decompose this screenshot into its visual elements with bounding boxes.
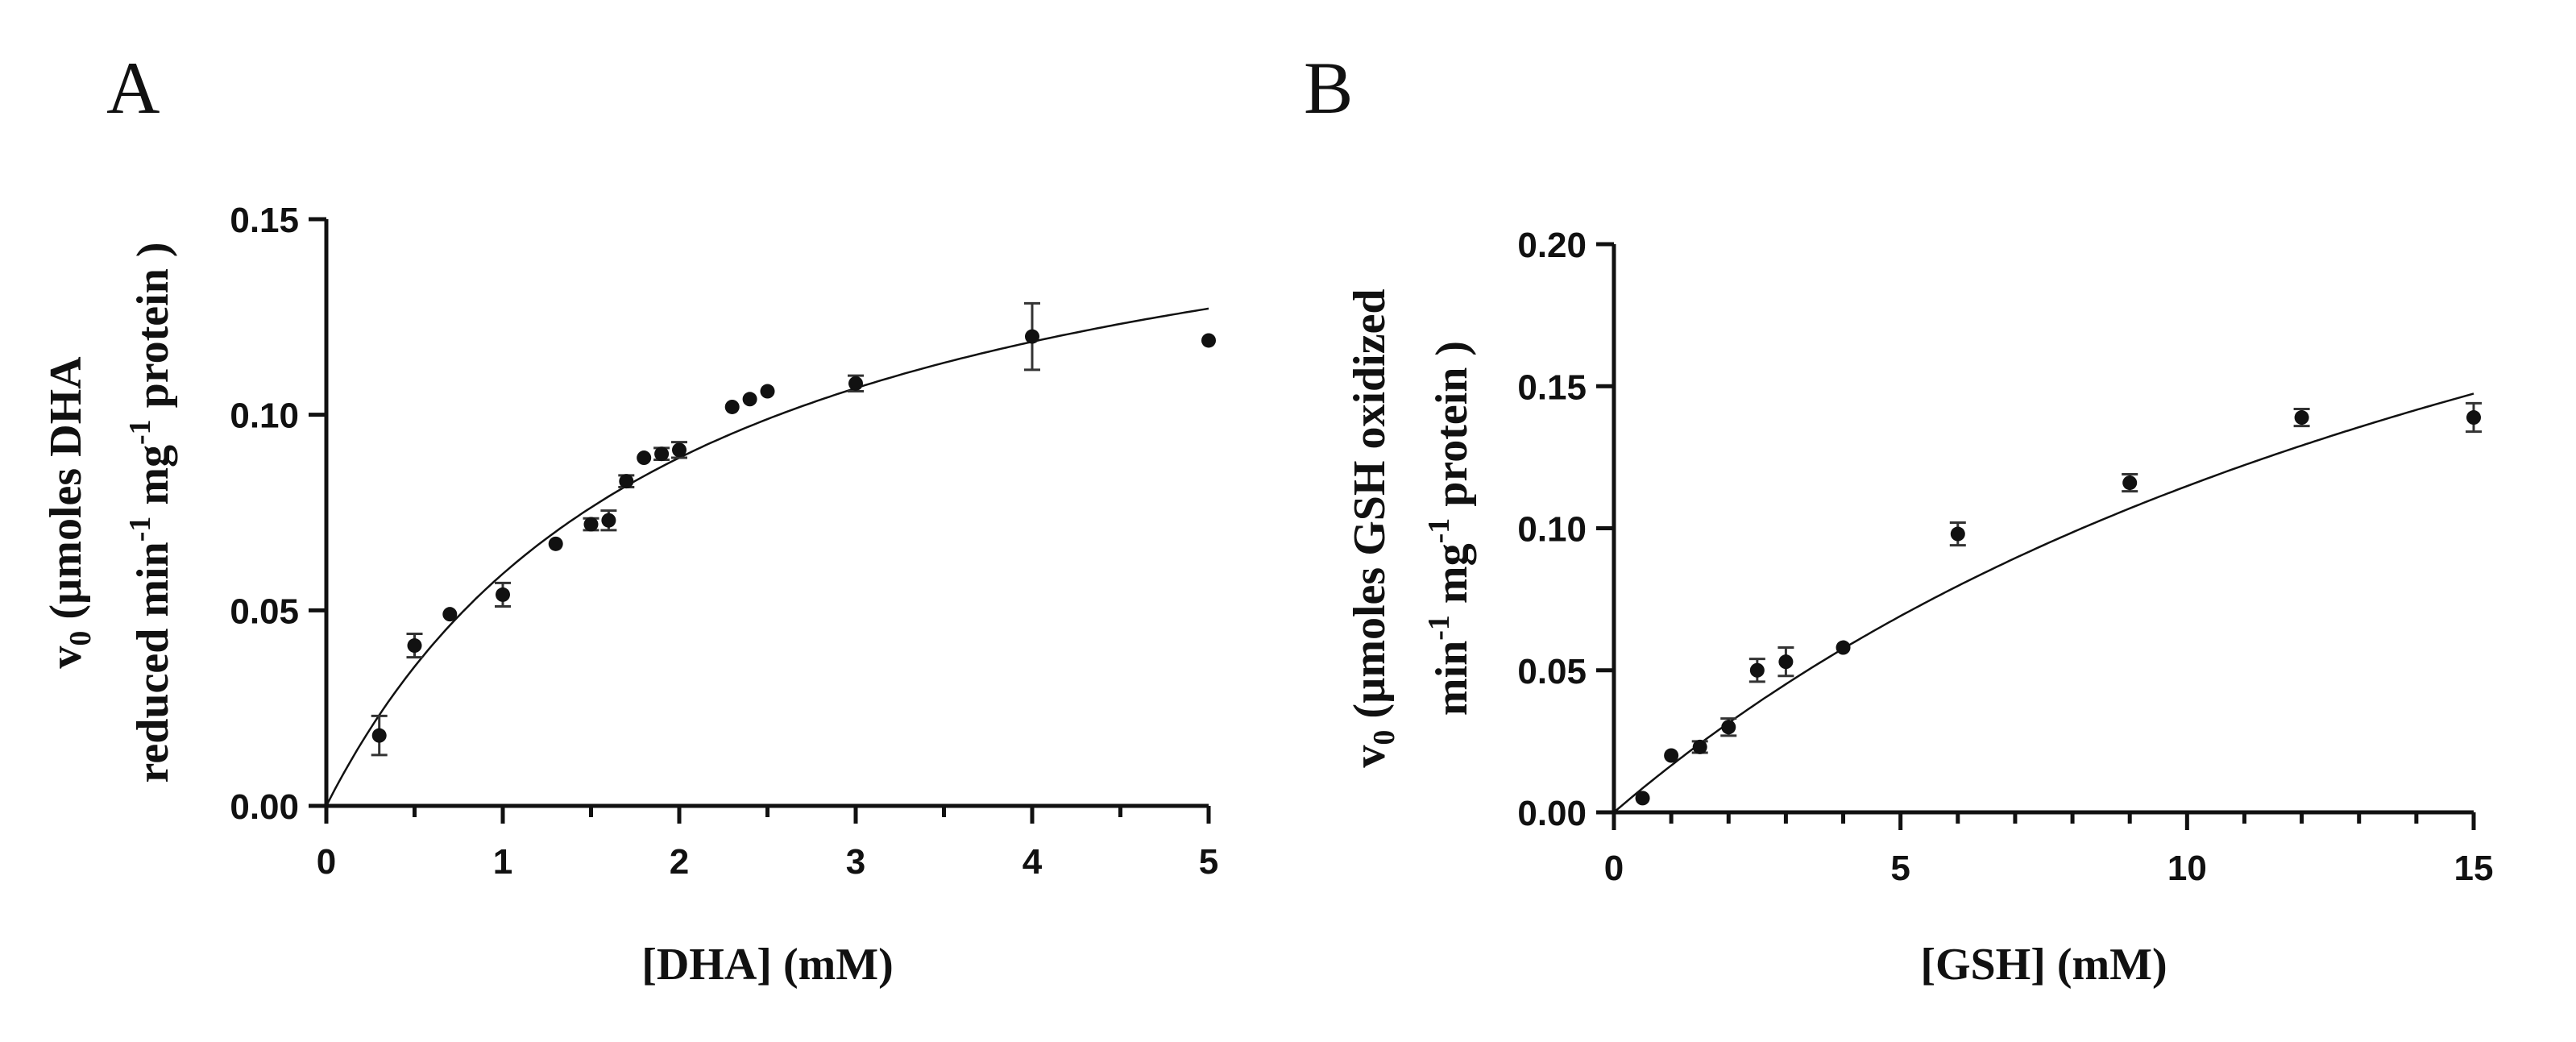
panel-b-fit — [1613, 392, 2474, 813]
panel-a-y-ticks: 0.00 0.05 0.10 0.15 — [230, 201, 326, 827]
x-tick-label: 10 — [2167, 849, 2207, 888]
data-point — [548, 536, 563, 551]
panel-b-y-axis-title-line1: v0 (µmoles GSH oxidized — [1345, 289, 1401, 767]
fit-curve — [1613, 392, 2474, 813]
y-tick-label: 0.15 — [1517, 367, 1587, 407]
panel-b-y-axis-title-line2: min-1 mg-1 protein ) — [1422, 341, 1477, 716]
panel-a-axes — [324, 219, 1209, 808]
data-point — [407, 638, 422, 654]
y-tick-label: 0.00 — [1517, 794, 1587, 833]
panel-b-x-ticks: 0 5 10 15 — [1604, 812, 2494, 888]
panel-a-y-axis-title-line1: v0 (µmoles DHA — [41, 356, 97, 669]
x-tick-label: 0 — [317, 842, 336, 882]
panel-b-x-axis-title: [GSH] (mM) — [1920, 940, 2167, 990]
data-point — [1201, 333, 1216, 348]
data-point — [1778, 654, 1794, 670]
data-point — [848, 376, 863, 391]
data-point — [496, 587, 510, 602]
data-point — [1664, 748, 1679, 763]
panel-a-points — [371, 301, 1216, 757]
data-point — [442, 607, 458, 622]
data-point — [742, 392, 757, 407]
panel-b-axes — [1612, 244, 2474, 815]
panel-a-label: A — [106, 47, 160, 129]
x-tick-label: 2 — [670, 842, 689, 882]
panel-b: B 0.00 0.05 0.10 0.15 0.20 0 5 10 15 [GSH] (mM)… — [1304, 47, 2493, 990]
x-tick-label: 0 — [1604, 849, 1624, 888]
x-tick-label: 15 — [2454, 849, 2494, 888]
y-tick-label: 0.05 — [1517, 652, 1587, 691]
data-point — [1836, 640, 1851, 655]
panel-b-y-ticks: 0.00 0.05 0.10 0.15 0.20 — [1517, 226, 1614, 833]
y-tick-label: 0.15 — [230, 201, 299, 240]
x-tick-label: 4 — [1023, 842, 1043, 882]
panel-b-label: B — [1304, 47, 1353, 129]
data-point — [1635, 791, 1650, 806]
panel-a: A 0.00 0.05 0.10 0.15 0 1 2 3 4 5 [DHA] (mM) v0 … — [41, 47, 1218, 990]
x-tick-label: 3 — [846, 842, 865, 882]
y-tick-label: 0.05 — [230, 592, 299, 631]
data-point — [1950, 526, 1965, 542]
data-point — [1025, 329, 1039, 344]
data-point — [2294, 410, 2309, 426]
data-point — [724, 399, 740, 414]
data-point — [672, 442, 687, 458]
fit-curve — [325, 307, 1209, 807]
y-tick-label: 0.10 — [230, 396, 299, 436]
data-point — [760, 384, 775, 399]
panel-a-y-axis-title-line2: reduced min-1 mg-1 protein ) — [123, 242, 178, 783]
data-point — [1749, 662, 1765, 678]
data-point — [371, 728, 387, 743]
data-point — [654, 446, 670, 462]
data-point — [583, 517, 599, 532]
panel-a-x-axis-title: [DHA] (mM) — [641, 940, 894, 990]
x-tick-label: 1 — [493, 842, 512, 882]
data-point — [1692, 739, 1707, 754]
panel-a-x-ticks: 0 1 2 3 4 5 — [317, 806, 1218, 882]
data-point — [637, 450, 652, 466]
x-tick-label: 5 — [1199, 842, 1218, 882]
data-point — [2122, 475, 2138, 491]
data-point — [601, 513, 616, 528]
x-tick-label: 5 — [1890, 849, 1910, 888]
panel-b-points — [1635, 401, 2482, 806]
data-point — [619, 474, 634, 489]
y-tick-label: 0.00 — [230, 787, 299, 827]
panel-a-fit — [325, 307, 1209, 807]
y-tick-label: 0.20 — [1517, 226, 1587, 265]
y-tick-label: 0.10 — [1517, 510, 1587, 550]
data-point — [1721, 720, 1736, 735]
data-point — [2466, 410, 2481, 426]
